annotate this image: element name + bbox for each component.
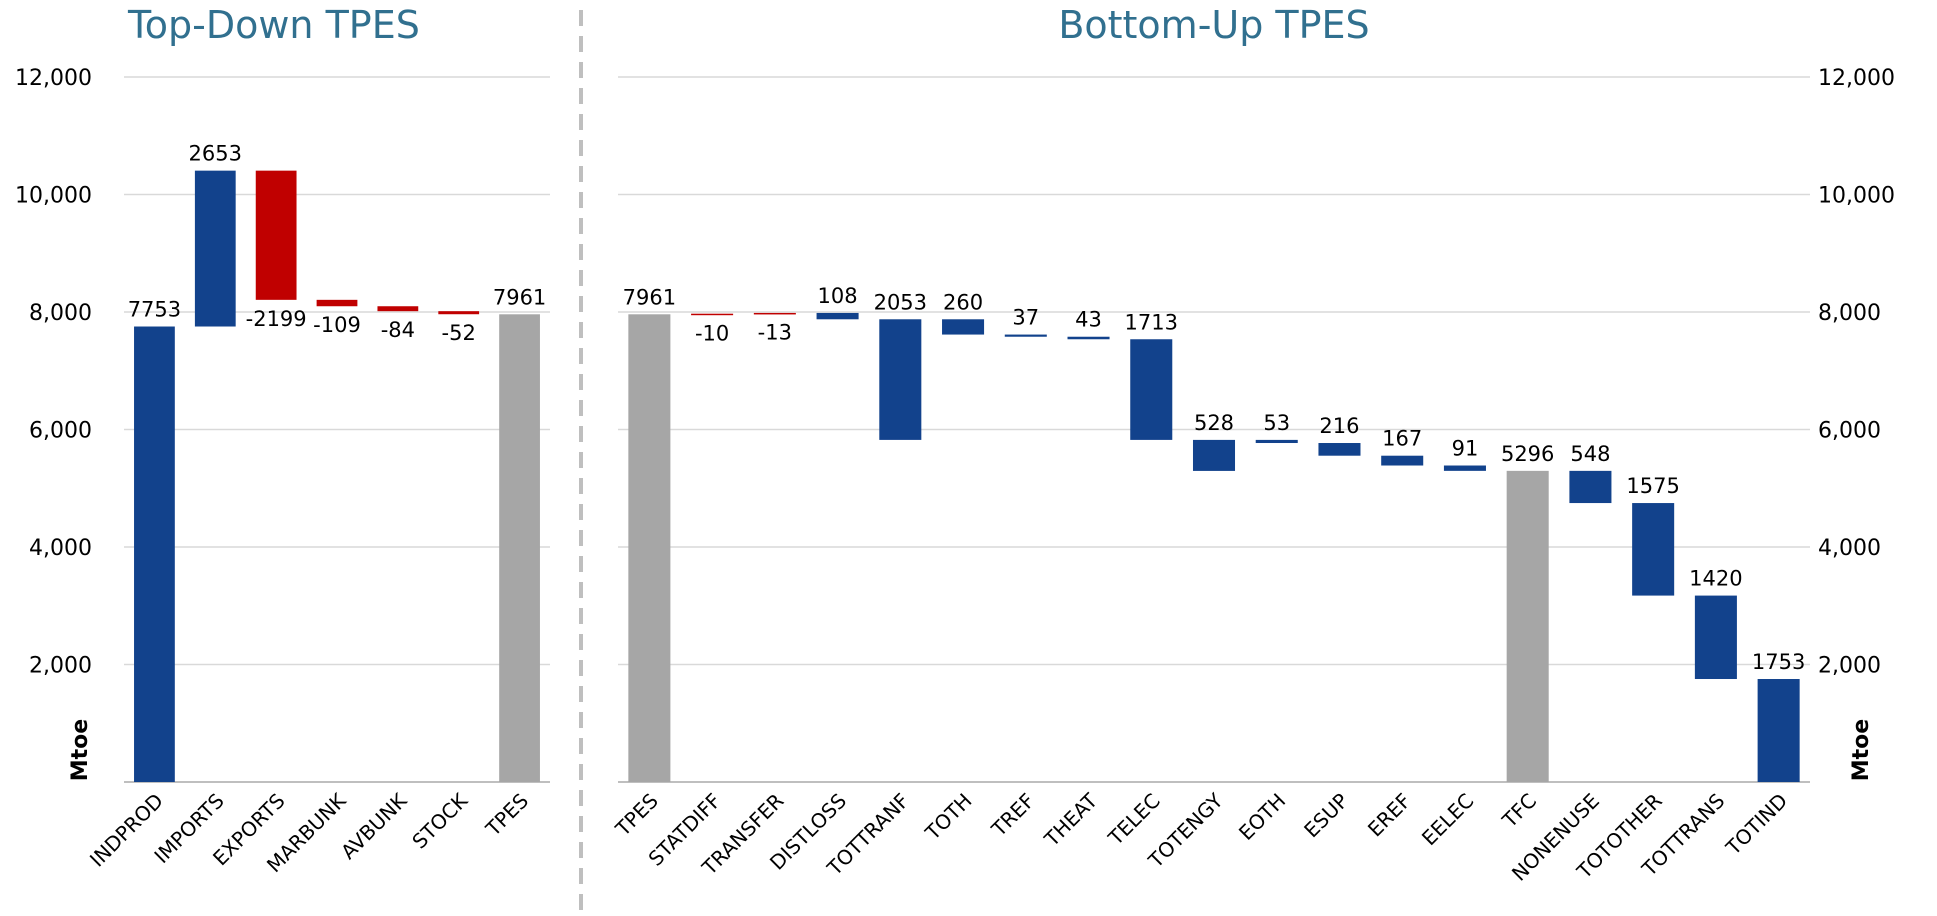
bar bbox=[1381, 455, 1424, 466]
data-label: 2053 bbox=[874, 290, 927, 314]
x-tick-label: TELEC bbox=[1103, 789, 1165, 851]
x-tick-label: TPES bbox=[480, 789, 533, 842]
x-tick-label: EOTH bbox=[1234, 789, 1290, 845]
y-tick-label: 8,000 bbox=[1818, 301, 1881, 326]
y-tick-label: 8,000 bbox=[29, 301, 92, 326]
bar bbox=[134, 326, 175, 782]
bar bbox=[1067, 336, 1110, 340]
y-tick-label: 4,000 bbox=[1818, 536, 1881, 561]
data-label: 1713 bbox=[1125, 310, 1178, 334]
bar bbox=[816, 312, 859, 320]
bar bbox=[942, 319, 985, 335]
data-label: 1753 bbox=[1752, 650, 1805, 674]
bar bbox=[377, 306, 419, 312]
data-label: -13 bbox=[758, 321, 792, 345]
x-tick-label: EREF bbox=[1363, 789, 1416, 842]
x-tick-label: TPES bbox=[610, 789, 663, 842]
y-tick-label: 10,000 bbox=[1818, 184, 1895, 209]
bar bbox=[438, 311, 480, 315]
data-label: 5296 bbox=[1501, 442, 1554, 466]
data-label: 528 bbox=[1194, 411, 1234, 435]
data-label: 1420 bbox=[1689, 567, 1742, 591]
bar bbox=[1757, 679, 1800, 782]
bar bbox=[1318, 443, 1361, 456]
y-tick-label: 2,000 bbox=[1818, 654, 1881, 679]
data-label: 260 bbox=[943, 290, 983, 314]
data-label: -2199 bbox=[246, 307, 307, 331]
data-label: 37 bbox=[1012, 306, 1039, 330]
y-tick-label: 12,000 bbox=[15, 66, 92, 91]
y-tick-label: 4,000 bbox=[29, 536, 92, 561]
data-label: -10 bbox=[695, 321, 729, 345]
data-label: 7961 bbox=[623, 285, 676, 309]
bar bbox=[879, 319, 922, 440]
x-tick-label: ESUP bbox=[1299, 789, 1353, 843]
bar bbox=[316, 299, 358, 307]
y-axis-label: Mtoe bbox=[68, 719, 93, 781]
bar bbox=[1443, 465, 1486, 471]
x-tick-label: TFC bbox=[1497, 789, 1541, 833]
data-label: 7753 bbox=[128, 298, 181, 322]
data-label: -84 bbox=[381, 318, 415, 342]
y-tick-label: 6,000 bbox=[29, 419, 92, 444]
bar bbox=[753, 312, 796, 315]
bar bbox=[1506, 470, 1549, 782]
data-label: 43 bbox=[1075, 308, 1102, 332]
bar bbox=[1255, 439, 1298, 444]
bar bbox=[691, 313, 734, 316]
x-tick-label: EELEC bbox=[1417, 789, 1479, 851]
y-tick-label: 12,000 bbox=[1818, 66, 1895, 91]
data-label: 167 bbox=[1382, 427, 1422, 451]
x-tick-label: THEAT bbox=[1039, 788, 1103, 852]
data-label: 1575 bbox=[1626, 474, 1679, 498]
bar bbox=[255, 170, 297, 300]
bar bbox=[1632, 503, 1675, 596]
bar bbox=[1694, 595, 1737, 680]
bar bbox=[1130, 339, 1173, 440]
x-tick-label: TOTIND bbox=[1720, 789, 1792, 861]
x-tick-label: AVBUNK bbox=[336, 788, 412, 864]
x-tick-label: INDPROD bbox=[85, 789, 168, 872]
data-label: 2653 bbox=[189, 142, 242, 166]
x-tick-label: TREF bbox=[986, 789, 1039, 842]
x-tick-label: TOTH bbox=[920, 789, 977, 846]
data-label: 91 bbox=[1452, 437, 1479, 461]
bar bbox=[1004, 334, 1047, 337]
y-tick-label: 6,000 bbox=[1818, 419, 1881, 444]
chart-title: Bottom-Up TPES bbox=[1058, 3, 1369, 47]
y-tick-label: 2,000 bbox=[29, 654, 92, 679]
y-axis-label: Mtoe bbox=[1849, 719, 1874, 781]
data-label: -109 bbox=[313, 313, 361, 337]
data-label: 7961 bbox=[493, 285, 546, 309]
bar bbox=[499, 314, 540, 782]
y-tick-label: 10,000 bbox=[15, 184, 92, 209]
bar bbox=[628, 314, 671, 782]
data-label: -52 bbox=[442, 321, 476, 345]
bar bbox=[194, 170, 236, 327]
data-label: 548 bbox=[1570, 442, 1610, 466]
data-label: 216 bbox=[1319, 414, 1359, 438]
chart-title: Top-Down TPES bbox=[127, 3, 420, 47]
data-label: 53 bbox=[1263, 411, 1290, 435]
x-tick-label: STOCK bbox=[407, 788, 472, 853]
bar bbox=[1569, 470, 1612, 504]
bar bbox=[1192, 439, 1236, 471]
data-label: 108 bbox=[818, 284, 858, 308]
